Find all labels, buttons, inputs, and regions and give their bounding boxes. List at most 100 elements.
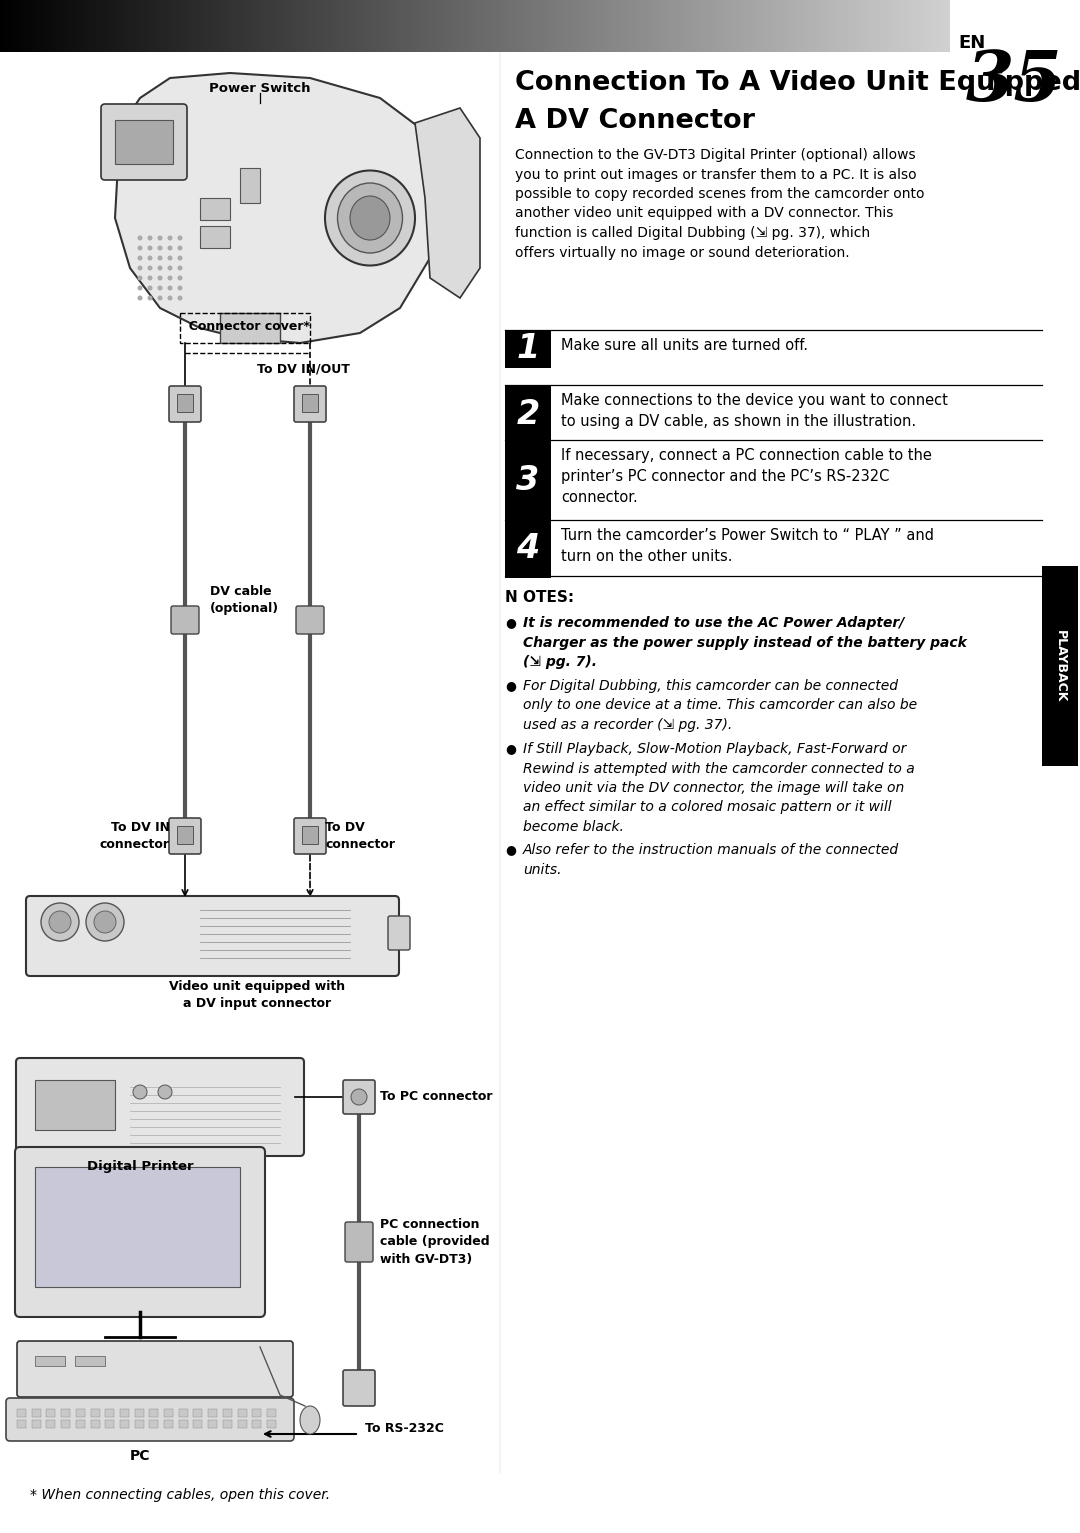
Polygon shape — [254, 0, 257, 52]
Polygon shape — [405, 0, 408, 52]
Polygon shape — [0, 0, 3, 52]
Polygon shape — [120, 0, 123, 52]
Polygon shape — [909, 0, 913, 52]
Polygon shape — [162, 0, 165, 52]
Polygon shape — [906, 0, 909, 52]
Polygon shape — [821, 0, 824, 52]
Ellipse shape — [177, 296, 183, 300]
Bar — [253, 1420, 261, 1429]
Bar — [62, 1420, 70, 1429]
Polygon shape — [519, 0, 523, 52]
Polygon shape — [367, 0, 370, 52]
Polygon shape — [482, 0, 485, 52]
Polygon shape — [780, 0, 783, 52]
Polygon shape — [710, 0, 713, 52]
Ellipse shape — [49, 911, 71, 934]
FancyBboxPatch shape — [16, 1058, 303, 1156]
Polygon shape — [573, 0, 577, 52]
Ellipse shape — [148, 265, 152, 270]
Polygon shape — [646, 0, 649, 52]
Bar — [149, 1420, 159, 1429]
Ellipse shape — [167, 276, 173, 281]
Ellipse shape — [177, 245, 183, 250]
Polygon shape — [478, 0, 482, 52]
Ellipse shape — [148, 296, 152, 300]
Text: If Still Playback, Slow-Motion Playback, Fast-Forward or
Rewind is attempted wit: If Still Playback, Slow-Motion Playback,… — [523, 742, 915, 834]
Polygon shape — [184, 0, 187, 52]
Ellipse shape — [94, 911, 116, 934]
Ellipse shape — [137, 265, 143, 270]
Polygon shape — [6, 0, 10, 52]
Bar — [238, 1409, 246, 1416]
Polygon shape — [459, 0, 462, 52]
Polygon shape — [380, 0, 383, 52]
Polygon shape — [788, 0, 792, 52]
Polygon shape — [634, 0, 637, 52]
Ellipse shape — [137, 285, 143, 290]
Bar — [35, 1357, 65, 1366]
Text: Video unit equipped with
a DV input connector: Video unit equipped with a DV input conn… — [168, 980, 346, 1010]
Ellipse shape — [86, 903, 124, 941]
Polygon shape — [92, 0, 95, 52]
Ellipse shape — [177, 256, 183, 261]
Polygon shape — [266, 0, 269, 52]
Polygon shape — [114, 74, 435, 343]
Ellipse shape — [177, 276, 183, 281]
Polygon shape — [323, 0, 326, 52]
Polygon shape — [447, 0, 450, 52]
FancyBboxPatch shape — [17, 1341, 293, 1397]
Bar — [179, 1409, 188, 1416]
Polygon shape — [85, 0, 89, 52]
Polygon shape — [95, 0, 98, 52]
Text: Turn the camcorder’s Power Switch to “ PLAY ” and
turn on the other units.: Turn the camcorder’s Power Switch to “ P… — [561, 527, 934, 564]
Polygon shape — [773, 0, 777, 52]
Polygon shape — [798, 0, 801, 52]
Ellipse shape — [148, 276, 152, 281]
Polygon shape — [260, 0, 262, 52]
Polygon shape — [783, 0, 785, 52]
Polygon shape — [60, 0, 64, 52]
Polygon shape — [70, 0, 72, 52]
Polygon shape — [767, 0, 770, 52]
Bar — [505, 385, 551, 443]
Text: 1: 1 — [516, 333, 540, 365]
Polygon shape — [747, 0, 751, 52]
FancyBboxPatch shape — [102, 104, 187, 179]
Polygon shape — [111, 0, 114, 52]
FancyBboxPatch shape — [6, 1398, 294, 1441]
FancyBboxPatch shape — [168, 819, 201, 854]
Polygon shape — [855, 0, 859, 52]
Text: PLAYBACK: PLAYBACK — [1053, 630, 1067, 702]
Polygon shape — [770, 0, 773, 52]
Bar — [950, 0, 1080, 52]
Polygon shape — [282, 0, 285, 52]
Polygon shape — [605, 0, 608, 52]
Bar — [505, 520, 551, 578]
Polygon shape — [149, 0, 152, 52]
Ellipse shape — [158, 256, 162, 261]
Polygon shape — [805, 0, 808, 52]
Polygon shape — [491, 0, 495, 52]
Polygon shape — [44, 0, 48, 52]
Polygon shape — [852, 0, 855, 52]
Text: PC: PC — [130, 1449, 150, 1462]
Polygon shape — [238, 0, 241, 52]
Polygon shape — [418, 0, 421, 52]
Polygon shape — [320, 0, 323, 52]
Polygon shape — [390, 0, 393, 52]
Polygon shape — [82, 0, 85, 52]
Text: To DV IN
connector: To DV IN connector — [100, 822, 170, 851]
Bar — [164, 1420, 173, 1429]
Polygon shape — [859, 0, 862, 52]
Polygon shape — [177, 0, 180, 52]
Polygon shape — [130, 0, 133, 52]
Polygon shape — [244, 0, 247, 52]
Bar — [120, 1409, 129, 1416]
Polygon shape — [900, 0, 903, 52]
FancyBboxPatch shape — [294, 819, 326, 854]
Polygon shape — [251, 0, 254, 52]
Polygon shape — [678, 0, 681, 52]
Bar — [177, 826, 193, 845]
Polygon shape — [631, 0, 634, 52]
Polygon shape — [785, 0, 788, 52]
